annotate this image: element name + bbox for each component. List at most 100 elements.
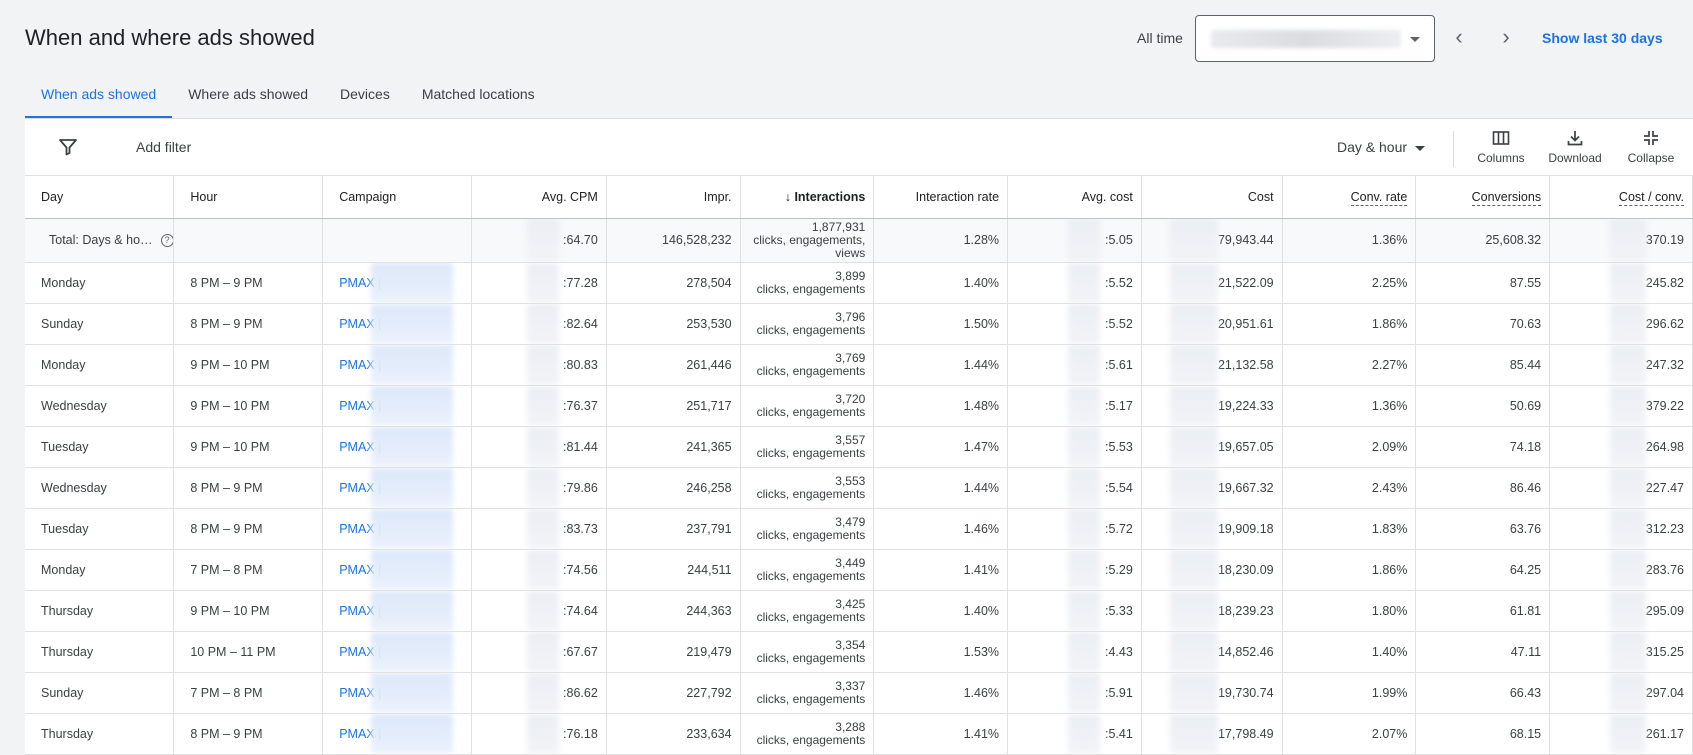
avg-cost-cell: :5.53 <box>1007 426 1142 468</box>
interactions-cell: 3,479 clicks, engagements <box>740 508 875 550</box>
download-button[interactable]: Download <box>1543 129 1607 165</box>
cost-per-conv-value: 297.04 <box>1645 685 1684 700</box>
impr-cell: 241,365 <box>606 426 741 468</box>
redaction-blur <box>1169 344 1218 384</box>
column-header-cost-per-conv[interactable]: Cost / conv. <box>1549 176 1693 219</box>
date-range-select[interactable] <box>1195 15 1435 62</box>
interactions-type: clicks, engagements <box>756 404 866 419</box>
column-header-campaign[interactable]: Campaign <box>322 176 473 219</box>
table-row: Thursday 9 PM – 10 PM PMAX | :74.64 244,… <box>25 590 1693 632</box>
columns-button[interactable]: Columns <box>1471 129 1531 165</box>
table-row: Thursday 8 PM – 9 PM PMAX | :76.18 233,6… <box>25 713 1693 755</box>
show-last-30-days-button[interactable]: Show last 30 days <box>1542 30 1663 46</box>
conversions-cell: 64.25 <box>1415 549 1551 591</box>
toolbar-divider <box>1453 131 1454 167</box>
column-header-avg-cpm[interactable]: Avg. CPM <box>471 176 607 219</box>
redaction-blur <box>371 631 454 671</box>
download-label: Download <box>1548 151 1602 165</box>
help-icon[interactable]: ? <box>160 234 173 248</box>
column-header-interactions[interactable]: ↓ Interactions <box>740 176 875 219</box>
avg-cpm-value: :83.73 <box>563 521 598 536</box>
campaign-link[interactable]: PMAX | <box>339 644 382 659</box>
column-header-conv-rate-label: Conv. rate <box>1350 189 1408 206</box>
column-header-day[interactable]: Day <box>25 176 175 219</box>
table-row: Wednesday 8 PM – 9 PM PMAX | :79.86 246,… <box>25 467 1693 509</box>
avg-cpm-value: :82.64 <box>563 316 598 331</box>
redaction-blur <box>1610 218 1647 261</box>
campaign-link[interactable]: PMAX | <box>339 439 382 454</box>
redaction-blur <box>527 385 560 425</box>
next-period-arrow-icon[interactable]: › <box>1502 24 1510 49</box>
column-header-hour[interactable]: Hour <box>173 176 324 219</box>
hour-cell: 7 PM – 8 PM <box>173 549 324 591</box>
add-filter-button[interactable]: Add filter <box>136 139 192 155</box>
total-avg-cost: :5.05 <box>1104 233 1133 247</box>
conv-rate-cell: 1.36% <box>1282 385 1417 427</box>
campaign-link[interactable]: PMAX | <box>339 357 382 372</box>
conv-rate-cell: 1.40% <box>1282 631 1417 673</box>
redaction-blur <box>1068 303 1101 343</box>
avg-cpm-value: :76.18 <box>563 726 598 741</box>
column-header-avg-cost[interactable]: Avg. cost <box>1007 176 1142 219</box>
tab-matched-locations[interactable]: Matched locations <box>421 86 535 102</box>
campaign-link[interactable]: PMAX | <box>339 275 382 290</box>
day-cell: Thursday <box>25 713 175 755</box>
campaign-link[interactable]: PMAX | <box>339 726 382 741</box>
cost-value: 18,230.09 <box>1217 562 1274 577</box>
cost-per-conv-cell: 264.98 <box>1549 426 1693 468</box>
avg-cost-value: :5.72 <box>1104 521 1133 536</box>
redaction-blur <box>1068 262 1101 302</box>
tab-where-ads-showed[interactable]: Where ads showed <box>188 86 309 102</box>
campaign-link[interactable]: PMAX | <box>339 316 382 331</box>
column-header-cost[interactable]: Cost <box>1141 176 1283 219</box>
column-header-impressions[interactable]: Impr. <box>606 176 741 219</box>
redaction-blur <box>1068 218 1101 261</box>
redaction-blur <box>1610 262 1647 302</box>
total-cost-per-conv-cell: 370.19 <box>1549 218 1693 263</box>
redaction-blur <box>1169 303 1218 343</box>
cost-value: 20,951.61 <box>1217 316 1274 331</box>
cost-per-conv-value: 315.25 <box>1645 644 1684 659</box>
campaign-link[interactable]: PMAX | <box>339 562 382 577</box>
total-impr: 146,528,232 <box>606 218 741 263</box>
redaction-blur <box>1068 713 1101 753</box>
conv-rate-cell: 2.25% <box>1282 262 1417 304</box>
interaction-rate-cell: 1.46% <box>873 508 1009 550</box>
redaction-blur <box>1169 426 1218 466</box>
column-header-conv-rate[interactable]: Conv. rate <box>1282 176 1417 219</box>
cost-per-conv-value: 264.98 <box>1645 439 1684 454</box>
campaign-link[interactable]: PMAX | <box>339 398 382 413</box>
tab-when-ads-showed[interactable]: When ads showed <box>25 80 173 119</box>
filter-icon[interactable] <box>58 137 78 157</box>
interactions-cell: 3,337 clicks, engagements <box>740 672 875 714</box>
conversions-cell: 68.15 <box>1415 713 1551 755</box>
tab-devices[interactable]: Devices <box>340 86 390 102</box>
table-row: Tuesday 9 PM – 10 PM PMAX | :81.44 241,3… <box>25 426 1693 468</box>
interaction-rate-cell: 1.41% <box>873 549 1009 591</box>
avg-cost-value: :5.54 <box>1104 480 1133 495</box>
campaign-link[interactable]: PMAX | <box>339 603 382 618</box>
total-conv-rate: 1.36% <box>1282 218 1417 263</box>
day-cell: Monday <box>25 549 175 591</box>
cost-per-conv-value: 245.82 <box>1645 275 1684 290</box>
redaction-blur <box>527 467 560 507</box>
segment-select[interactable]: Day & hour <box>1337 139 1426 155</box>
impr-cell: 261,446 <box>606 344 741 386</box>
interactions-value: 3,337 <box>835 678 866 693</box>
hour-cell: 8 PM – 9 PM <box>173 262 324 304</box>
campaign-link[interactable]: PMAX | <box>339 480 382 495</box>
avg-cpm-value: :79.86 <box>563 480 598 495</box>
chevron-down-icon <box>1415 145 1426 151</box>
column-header-interaction-rate[interactable]: Interaction rate <box>873 176 1009 219</box>
collapse-button[interactable]: Collapse <box>1621 129 1681 165</box>
column-header-conversions[interactable]: Conversions <box>1415 176 1551 219</box>
interactions-cell: 3,557 clicks, engagements <box>740 426 875 468</box>
campaign-link[interactable]: PMAX | <box>339 521 382 536</box>
total-avg-cpm-cell: :64.70 <box>471 218 607 263</box>
interaction-rate-cell: 1.47% <box>873 426 1009 468</box>
redaction-blur <box>1610 631 1647 671</box>
previous-period-arrow-icon[interactable]: ‹ <box>1455 24 1463 49</box>
cost-per-conv-cell: 297.04 <box>1549 672 1693 714</box>
campaign-link[interactable]: PMAX | <box>339 685 382 700</box>
cost-value: 14,852.46 <box>1217 644 1274 659</box>
